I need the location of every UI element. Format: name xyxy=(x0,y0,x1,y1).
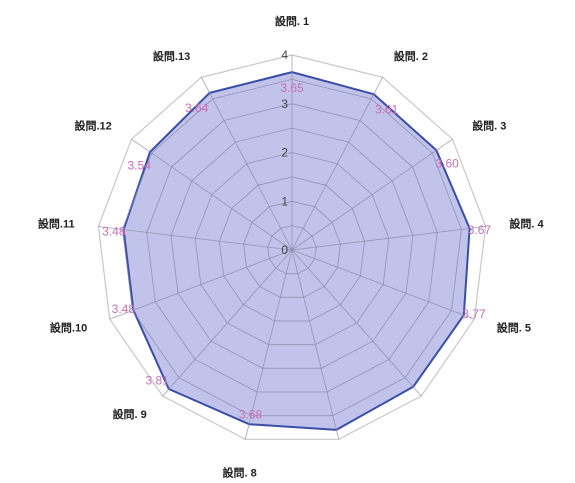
value-label-11: 3.48 xyxy=(102,224,126,238)
value-label-9: 3.81 xyxy=(145,374,169,388)
tick-label-4: 4 xyxy=(281,48,288,62)
tick-label-layer: 0 1 2 3 4 xyxy=(281,48,288,257)
value-label-8: 3.68 xyxy=(239,407,263,421)
grid-ring-overlay xyxy=(146,103,438,393)
axis-label-13: 設問.13 xyxy=(153,49,190,63)
axis-label-1: 設問. 1 xyxy=(275,14,309,28)
value-label-4: 3.67 xyxy=(468,223,492,237)
grid-ring-overlay xyxy=(170,127,414,369)
axis-label-5: 設問. 5 xyxy=(497,321,531,335)
grid-ring-overlay xyxy=(122,78,462,417)
axis-label-8: 設問. 8 xyxy=(222,466,256,480)
grid-ring-overlay xyxy=(194,152,390,346)
value-label-12: 3.54 xyxy=(128,158,152,172)
value-label-layer: 3.65 3.61 3.60 3.67 3.77 3.68 3.81 3.48 3.48 3.54… xyxy=(102,81,491,421)
data-series-area xyxy=(122,71,471,431)
value-label-1: 3.65 xyxy=(280,81,304,95)
grid-ring-overlay xyxy=(267,225,317,275)
value-label-5: 3.77 xyxy=(462,307,486,321)
grid-ring-overlay xyxy=(218,176,366,322)
axis-label-11: 設問.11 xyxy=(38,217,75,231)
axis-label-4: 設問. 4 xyxy=(509,217,544,231)
tick-label-1: 1 xyxy=(281,194,288,208)
data-area-layer xyxy=(98,55,486,440)
axis-label-12: 設問.12 xyxy=(75,119,112,133)
tick-label-2: 2 xyxy=(281,146,288,160)
axis-label-9: 設問. 9 xyxy=(113,407,147,421)
axis-label-2: 設問. 2 xyxy=(394,49,428,63)
axis-label-10: 設問.10 xyxy=(50,321,87,335)
value-label-13: 3.64 xyxy=(185,101,209,115)
grid-ring xyxy=(97,54,487,440)
tick-label-0: 0 xyxy=(281,243,288,257)
tick-label-3: 3 xyxy=(281,97,288,111)
value-label-2: 3.61 xyxy=(375,103,399,117)
axis-label-layer: 設問. 1 設問. 2 設問. 3 設問. 4 設問. 5 設問. 8 設問. 9 設問.10… xyxy=(38,14,545,480)
axis-label-3: 設問. 3 xyxy=(472,119,506,133)
grid-ring-overlay xyxy=(243,200,341,298)
value-label-3: 3.60 xyxy=(436,157,460,171)
value-label-10: 3.48 xyxy=(112,302,136,316)
